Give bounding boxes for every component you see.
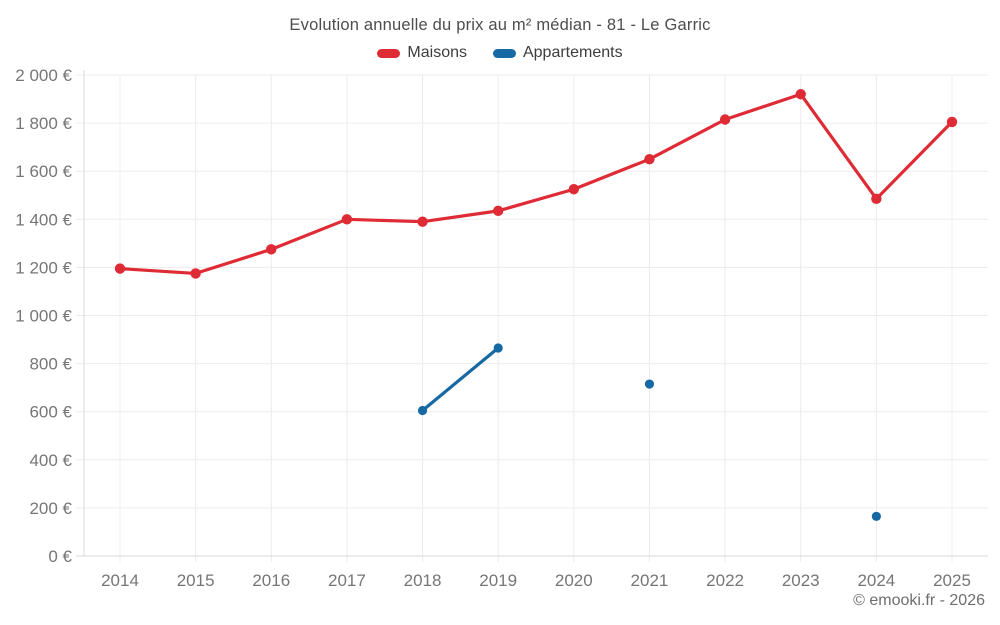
x-tick-label: 2024 [857, 571, 895, 590]
y-tick-label: 2 000 € [15, 66, 72, 85]
point-maisons-2022[interactable] [719, 114, 731, 125]
point-appartements-2018[interactable] [417, 405, 428, 416]
x-tick-label: 2018 [404, 571, 442, 590]
legend-item-maisons[interactable]: Maisons [377, 44, 467, 62]
y-tick-label: 400 € [29, 451, 72, 470]
y-tick-label: 1 800 € [15, 114, 72, 133]
point-maisons-2020[interactable] [568, 184, 580, 195]
point-maisons-2017[interactable] [341, 214, 353, 225]
y-tick-label: 800 € [29, 355, 72, 374]
point-appartements-2019[interactable] [493, 343, 503, 353]
series-line-appartements [420, 346, 500, 413]
x-tick-label: 2014 [101, 571, 139, 590]
x-tick-label: 2023 [782, 571, 820, 590]
point-maisons-2016[interactable] [266, 244, 277, 255]
series-line-maisons [118, 92, 954, 276]
point-maisons-2019[interactable] [492, 205, 504, 217]
y-tick-label: 1 600 € [15, 162, 72, 181]
point-maisons-2024[interactable] [871, 193, 882, 205]
x-tick-label: 2022 [706, 571, 744, 590]
point-maisons-2014[interactable] [114, 263, 126, 274]
copyright: © emooki.fr - 2026 [853, 592, 985, 609]
maisons-swatch-icon [377, 48, 401, 58]
x-tick-label: 2025 [933, 571, 971, 590]
y-tick-label: 600 € [29, 403, 72, 422]
legend-label-maisons: Maisons [407, 44, 467, 61]
legend-label-appartements: Appartements [522, 44, 623, 61]
x-tick-label: 2016 [252, 571, 290, 590]
y-tick-label: 200 € [29, 499, 72, 518]
y-tick-label: 1 000 € [15, 307, 72, 326]
x-tick-label: 2021 [631, 571, 669, 590]
chart-title: Evolution annuelle du prix au m² médian … [289, 16, 711, 34]
y-tick-label: 0 € [48, 547, 72, 566]
x-tick-label: 2015 [177, 571, 215, 590]
point-appartements-2021[interactable] [644, 379, 655, 389]
point-maisons-2025[interactable] [946, 116, 958, 128]
point-appartements-2024[interactable] [871, 511, 881, 521]
y-tick-label: 1 400 € [15, 210, 72, 229]
x-tick-label: 2020 [555, 571, 593, 590]
x-tick-label: 2017 [328, 571, 366, 590]
legend-item-appartements[interactable]: Appartements [492, 44, 623, 62]
x-tick-label: 2019 [479, 571, 517, 590]
chart-legend: Maisons Appartements [0, 44, 1000, 62]
point-maisons-2021[interactable] [644, 153, 655, 165]
y-tick-label: 1 200 € [15, 258, 72, 277]
point-maisons-2015[interactable] [190, 268, 201, 279]
point-maisons-2018[interactable] [417, 216, 428, 227]
point-maisons-2023[interactable] [795, 89, 806, 100]
appartements-swatch-icon [492, 48, 516, 58]
